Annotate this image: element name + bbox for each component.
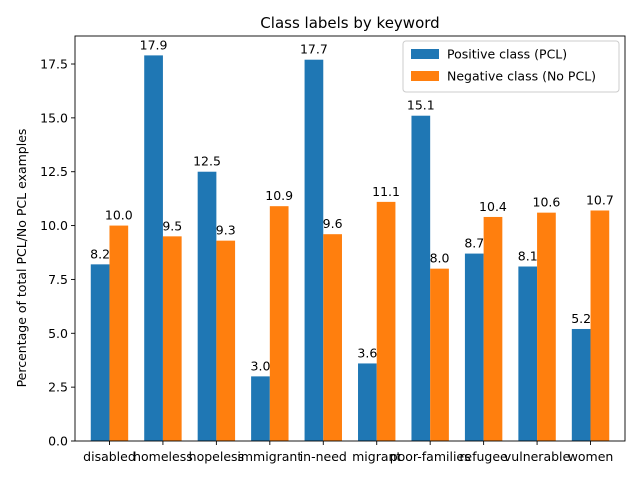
bar-pcl-migrant	[358, 363, 377, 441]
bar-no-pcl-disabled	[109, 225, 129, 441]
x-tick-label-in-need: in-need	[300, 449, 347, 464]
data-label-no-pcl-immigrant: 10.9	[265, 188, 293, 203]
bar-pcl-vulnerable	[518, 266, 538, 441]
bar-pcl-refugee	[464, 253, 484, 441]
legend-swatch-no-pcl	[411, 71, 439, 81]
x-tick-label-homeless: homeless	[133, 449, 193, 464]
y-axis-label: Percentage of total PCL/No PCL examples	[14, 129, 29, 388]
data-label-pcl-hopeless: 12.5	[193, 154, 221, 169]
bar-pcl-immigrant	[251, 376, 270, 441]
x-tick-label-refugee: refugee	[460, 449, 509, 464]
y-tick-label: 7.5	[48, 272, 68, 287]
data-label-no-pcl-women: 10.7	[586, 192, 614, 207]
bars-layer	[90, 55, 610, 441]
y-tick-label: 0.0	[48, 434, 68, 449]
bar-no-pcl-vulnerable	[537, 212, 556, 441]
data-label-no-pcl-refugee: 10.4	[479, 199, 507, 214]
x-tick-label-hopeless: hopeless	[189, 449, 244, 464]
data-label-pcl-refugee: 8.7	[464, 236, 484, 251]
x-tick-label-immigrant: immigrant	[237, 449, 302, 464]
y-tick-label: 10.0	[40, 218, 68, 233]
chart-title: Class labels by keyword	[260, 14, 439, 32]
legend-swatch-pcl	[411, 49, 439, 59]
bar-no-pcl-in-need	[323, 234, 342, 441]
data-label-pcl-homeless: 17.9	[140, 37, 168, 52]
legend-label-no-pcl: Negative class (No PCL)	[447, 69, 596, 84]
bar-pcl-women	[571, 328, 591, 441]
data-label-no-pcl-homeless: 9.5	[162, 218, 182, 233]
data-label-pcl-immigrant: 3.0	[251, 358, 271, 373]
y-tick-label: 17.5	[40, 57, 68, 72]
data-label-no-pcl-poor-families: 8.0	[430, 251, 450, 266]
bar-no-pcl-refugee	[483, 216, 503, 441]
data-label-no-pcl-hopeless: 9.3	[216, 223, 236, 238]
x-tick-label-women: women	[568, 449, 614, 464]
data-label-no-pcl-in-need: 9.6	[323, 216, 343, 231]
data-label-no-pcl-migrant: 11.1	[372, 184, 400, 199]
data-label-pcl-poor-families: 15.1	[407, 98, 435, 113]
y-tick-label: 15.0	[40, 110, 68, 125]
y-tick-label: 5.0	[48, 326, 68, 341]
data-label-pcl-in-need: 17.7	[300, 42, 328, 57]
x-tick-label-disabled: disabled	[83, 449, 136, 464]
bar-pcl-hopeless	[197, 171, 217, 441]
bar-no-pcl-hopeless	[216, 240, 236, 441]
data-labels-layer: 8.2 17.9 12.5 3.0 17.7 3.6 15.1 8.7 8.1 5.2 10.0 9.…	[90, 37, 614, 373]
data-label-pcl-migrant: 3.6	[357, 345, 377, 360]
bar-pcl-disabled	[90, 264, 110, 441]
bar-no-pcl-migrant	[376, 201, 396, 441]
bar-no-pcl-women	[590, 210, 610, 441]
legend-box	[402, 40, 620, 93]
y-tick-label: 2.5	[48, 380, 68, 395]
x-tick-label-poor-families: poor-families	[390, 449, 471, 464]
data-label-no-pcl-disabled: 10.0	[105, 208, 133, 223]
bar-pcl-in-need	[304, 59, 324, 441]
bar-no-pcl-immigrant	[269, 206, 289, 441]
plot-frame	[74, 35, 626, 442]
x-tick-label-vulnerable: vulnerable	[504, 449, 571, 464]
axes-layer: 0.0 2.5 5.0 7.5 10.0 12.5 15.0 17.5 disabledhome…	[40, 35, 626, 464]
x-tick-label-migrant: migrant	[352, 449, 401, 464]
y-tick-label: 12.5	[40, 164, 68, 179]
data-label-pcl-disabled: 8.2	[90, 246, 110, 261]
bar-pcl-poor-families	[411, 115, 431, 441]
legend: Positive class (PCL) Negative class (No P…	[402, 40, 620, 93]
data-label-no-pcl-vulnerable: 10.6	[533, 195, 561, 210]
data-label-pcl-vulnerable: 8.1	[518, 249, 538, 264]
data-label-pcl-women: 5.2	[571, 311, 591, 326]
bar-no-pcl-homeless	[162, 236, 182, 441]
legend-label-pcl: Positive class (PCL)	[447, 47, 567, 62]
bar-pcl-homeless	[144, 55, 163, 441]
bar-no-pcl-poor-families	[430, 268, 449, 441]
